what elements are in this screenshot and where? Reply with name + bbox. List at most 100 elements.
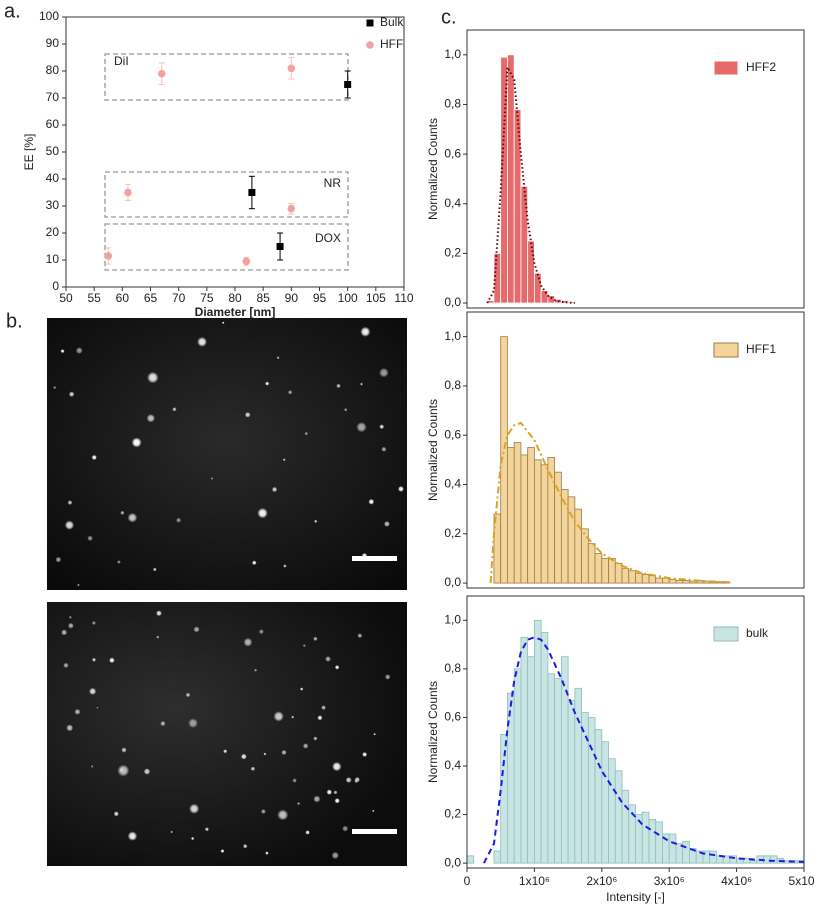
histogram-bar bbox=[527, 240, 535, 304]
spot bbox=[321, 705, 326, 710]
fit-curve bbox=[483, 636, 805, 864]
spot bbox=[265, 851, 269, 855]
point bbox=[124, 188, 132, 197]
spot bbox=[368, 498, 375, 505]
x-tick-label: 1x10⁶ bbox=[519, 874, 550, 888]
spot bbox=[344, 408, 348, 412]
histogram-bar bbox=[641, 811, 650, 864]
histogram-bar bbox=[621, 567, 630, 584]
spot bbox=[67, 622, 74, 629]
histogram-bar bbox=[648, 819, 657, 864]
spot bbox=[277, 809, 289, 821]
annotation: NR bbox=[324, 176, 342, 190]
spot bbox=[204, 827, 210, 832]
spot bbox=[91, 620, 96, 625]
scale-bar bbox=[352, 829, 397, 834]
x-tick-label: 50 bbox=[59, 291, 73, 305]
legend-swatch bbox=[713, 626, 739, 642]
fit-curve bbox=[489, 421, 730, 584]
histogram-bar bbox=[547, 295, 556, 304]
histogram-bar bbox=[608, 758, 616, 864]
spot bbox=[291, 715, 295, 719]
spot bbox=[379, 367, 389, 378]
y-tick-label: 0,0 bbox=[444, 855, 461, 869]
spot bbox=[120, 510, 125, 515]
histogram-bar bbox=[749, 860, 758, 864]
spot bbox=[172, 407, 177, 412]
annotation: DiI bbox=[114, 54, 129, 68]
histogram-bar bbox=[493, 513, 502, 584]
legend-label: HFF1 bbox=[746, 342, 776, 356]
spot bbox=[91, 657, 97, 662]
legend-label: HFF bbox=[380, 37, 403, 51]
spot bbox=[281, 749, 287, 756]
histogram-bar bbox=[641, 574, 650, 584]
spot bbox=[221, 321, 225, 325]
point bbox=[344, 81, 352, 88]
histogram-bar bbox=[540, 464, 549, 584]
histogram-bar bbox=[513, 442, 522, 584]
spot bbox=[185, 692, 191, 698]
histogram-bar bbox=[655, 577, 663, 584]
histogram-bar bbox=[507, 692, 515, 864]
histogram-bar bbox=[587, 717, 596, 864]
spot bbox=[334, 665, 340, 670]
spot bbox=[240, 753, 247, 760]
histogram-bar bbox=[587, 543, 596, 584]
spot bbox=[381, 446, 387, 452]
histogram-bar bbox=[648, 575, 657, 584]
spot bbox=[60, 349, 65, 354]
histogram-bar bbox=[554, 678, 562, 864]
spot bbox=[283, 564, 287, 568]
histogram-bar bbox=[594, 553, 603, 584]
spot bbox=[96, 706, 99, 709]
histogram-bar bbox=[493, 850, 502, 864]
histogram-bar bbox=[581, 712, 589, 864]
spot bbox=[273, 711, 284, 722]
spot bbox=[91, 454, 97, 461]
spot bbox=[325, 656, 331, 662]
y-tick-label: 80 bbox=[46, 63, 60, 77]
histogram-bar bbox=[574, 508, 582, 584]
spot bbox=[67, 500, 73, 505]
point bbox=[276, 243, 284, 250]
spot bbox=[384, 674, 391, 680]
y-tick-label: 1,0 bbox=[444, 329, 461, 343]
spot bbox=[250, 766, 256, 771]
histogram-bar bbox=[547, 673, 556, 864]
histogram-bar bbox=[621, 789, 630, 864]
histogram-bar bbox=[520, 454, 529, 584]
spot bbox=[156, 635, 160, 639]
histogram-bar bbox=[709, 850, 717, 864]
legend-label: bulk bbox=[746, 626, 769, 640]
spot bbox=[176, 517, 182, 523]
histogram-bar bbox=[534, 619, 542, 864]
histogram-bar bbox=[574, 301, 582, 304]
micrograph-spots bbox=[53, 321, 404, 860]
spot bbox=[373, 733, 376, 736]
y-axis-title: Normalized Counts bbox=[426, 681, 440, 783]
spot bbox=[143, 768, 151, 775]
y-tick-label: 0,2 bbox=[444, 807, 461, 821]
y-tick-label: 30 bbox=[46, 198, 60, 212]
spot bbox=[333, 790, 338, 795]
y-tick-label: 0,0 bbox=[444, 575, 461, 589]
spot bbox=[360, 382, 363, 386]
histogram-bar bbox=[601, 741, 609, 864]
histogram-bar bbox=[608, 558, 616, 584]
spot bbox=[243, 637, 253, 647]
spot bbox=[332, 761, 342, 772]
point bbox=[248, 189, 256, 196]
spot bbox=[300, 687, 304, 691]
spot bbox=[197, 336, 208, 347]
y-tick-label: 0,0 bbox=[444, 295, 461, 309]
spot bbox=[244, 412, 251, 418]
spot bbox=[302, 743, 309, 749]
spot bbox=[317, 715, 323, 721]
histogram-bar bbox=[567, 700, 576, 864]
annotation: DOX bbox=[315, 231, 341, 245]
histogram-bar bbox=[507, 54, 515, 304]
panel-label: a. bbox=[4, 0, 21, 22]
spot bbox=[127, 512, 138, 523]
y-tick-label: 20 bbox=[46, 225, 60, 239]
